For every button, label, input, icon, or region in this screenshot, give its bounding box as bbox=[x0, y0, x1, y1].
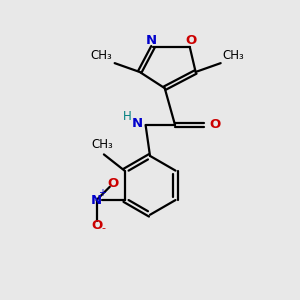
Text: H: H bbox=[123, 110, 132, 123]
Text: CH₃: CH₃ bbox=[90, 49, 112, 62]
Text: N: N bbox=[91, 194, 102, 207]
Text: CH₃: CH₃ bbox=[92, 139, 113, 152]
Text: O: O bbox=[91, 219, 102, 232]
Text: +: + bbox=[98, 188, 106, 198]
Text: N: N bbox=[131, 117, 142, 130]
Text: O: O bbox=[185, 34, 197, 47]
Text: O: O bbox=[107, 177, 118, 190]
Text: -: - bbox=[101, 223, 105, 233]
Text: CH₃: CH₃ bbox=[222, 49, 244, 62]
Text: O: O bbox=[210, 118, 221, 131]
Text: N: N bbox=[146, 34, 157, 47]
